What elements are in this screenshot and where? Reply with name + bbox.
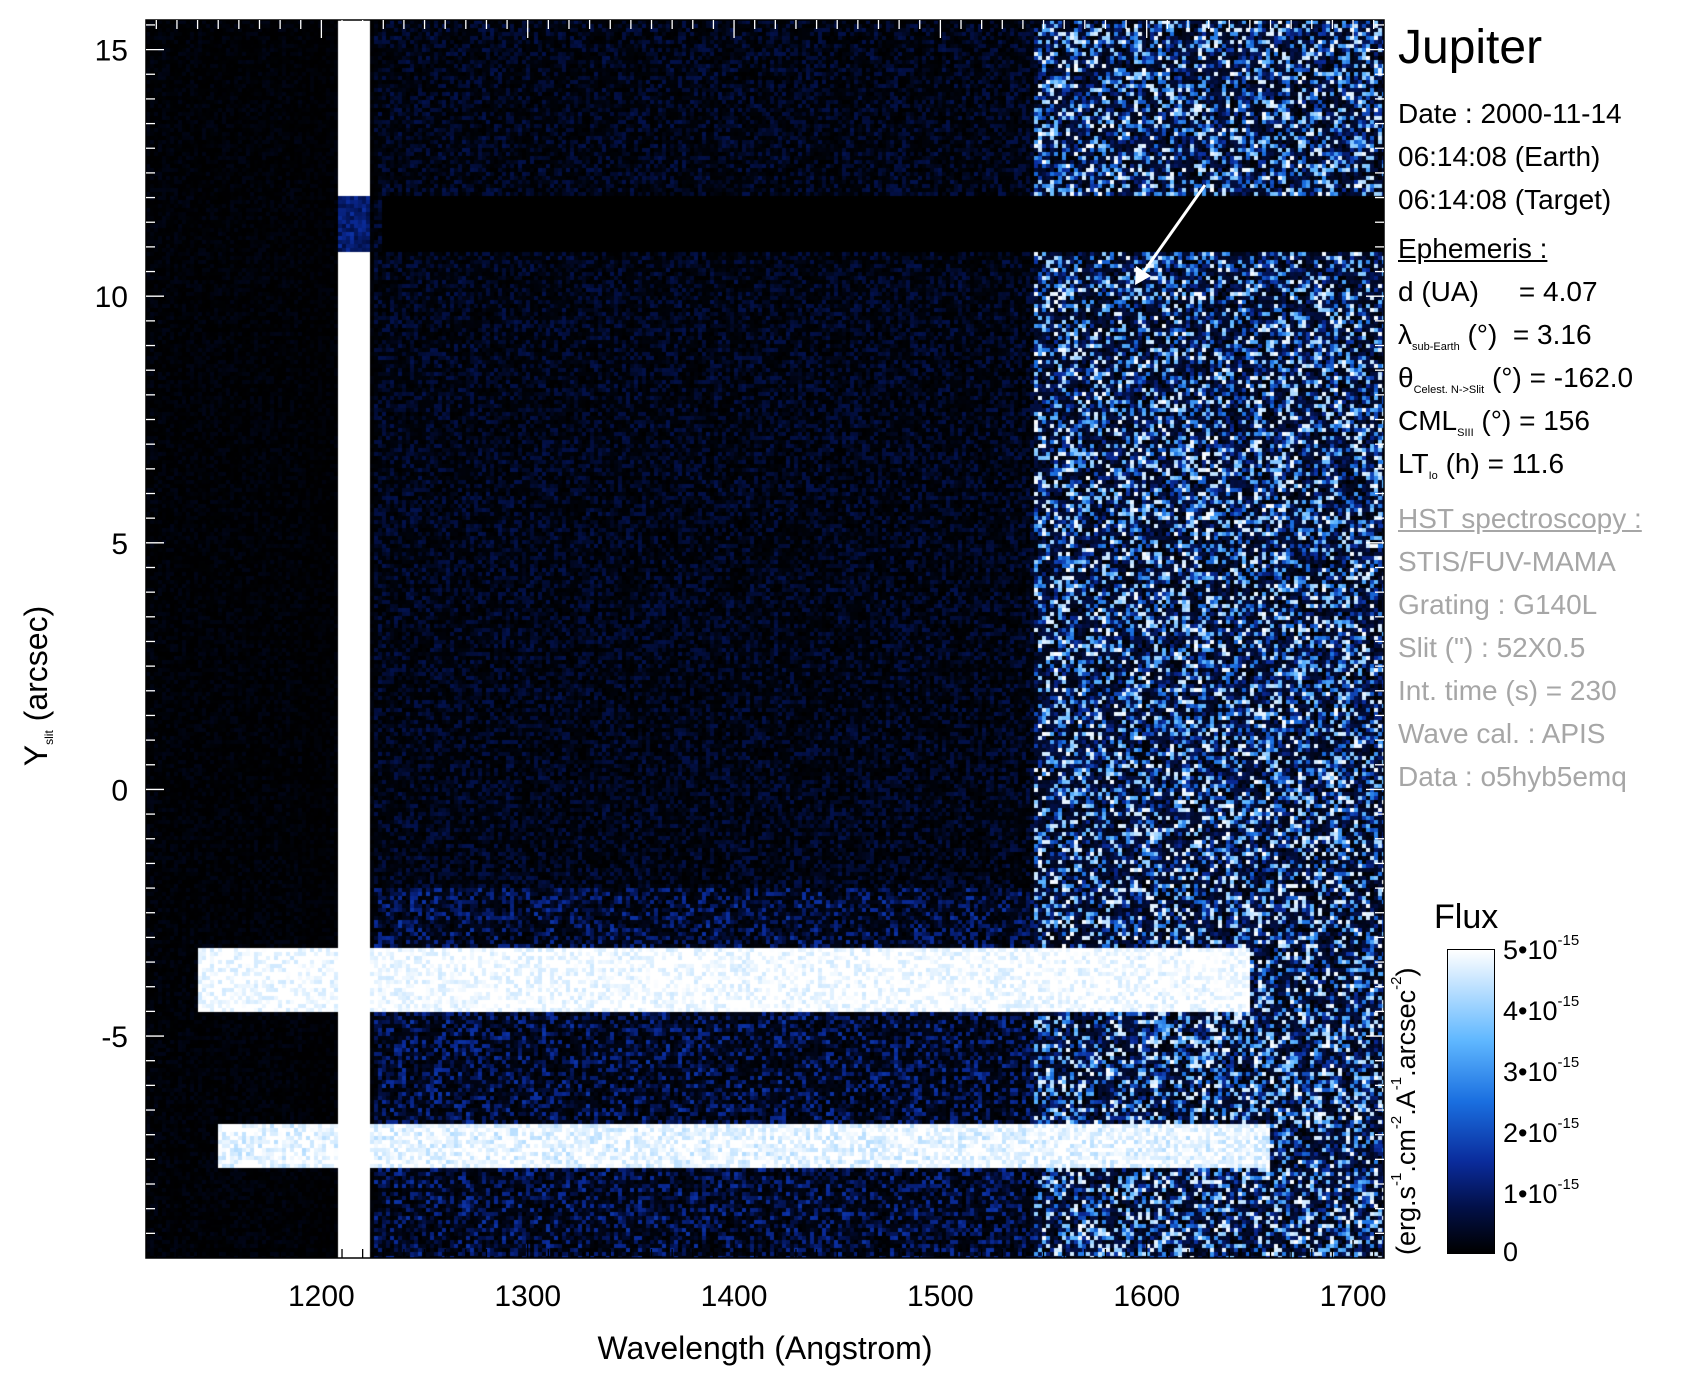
y-axis-label-sub: slit [42, 730, 56, 745]
grating-line: Grating : G140L [1398, 589, 1598, 620]
lambda-unit: (°) [1467, 319, 1498, 350]
lt-symbol: LT [1398, 448, 1429, 479]
cml-line: CMLSIII (°) = 156 [1398, 399, 1642, 442]
distance-line: d (UA) = 4.07 [1398, 270, 1642, 313]
ephemeris-heading-text: Ephemeris : [1398, 233, 1548, 264]
colorbar [1447, 949, 1495, 1254]
panel-title: Jupiter [1398, 21, 1543, 74]
unit-exp-cm: -2 [1388, 1115, 1405, 1130]
instrument-line: STIS/FUV-MAMA [1398, 546, 1616, 577]
y-tick-label: 5 [111, 528, 128, 561]
spectrogram-heatmap [146, 20, 1384, 1258]
unit-part-a: .A [1391, 1090, 1421, 1116]
y-axis-label-unit: (arcsec) [18, 606, 54, 722]
colorbar-tick-label: 4•10-15 [1503, 993, 1580, 1026]
colorbar-tick-label: 3•10-15 [1503, 1054, 1580, 1087]
colorbar-unit-label: (erg.s-1.cm-2.A-1.arcsec-2) [1388, 968, 1422, 1255]
x-tick-label: 1200 [288, 1280, 355, 1313]
theta-unit: (°) [1491, 362, 1522, 393]
cml-unit: (°) [1481, 405, 1512, 436]
cml-symbol: CML [1398, 405, 1458, 436]
hst-heading: HST spectroscopy : [1398, 497, 1642, 540]
colorbar-tick-label: 2•10-15 [1503, 1115, 1580, 1148]
distance-label: d (UA) [1398, 276, 1479, 307]
distance-value: = 4.07 [1518, 276, 1598, 307]
heatmap-canvas [146, 20, 1384, 1258]
colorbar-tick-label: 0 [1503, 1237, 1519, 1267]
lt-value: (h) = 11.6 [1445, 448, 1565, 479]
info-panel: Jupiter Date : 2000-11-14 06:14:08 (Eart… [1398, 20, 1642, 798]
unit-part-arcsec: .arcsec [1391, 989, 1421, 1077]
hst-heading-text: HST spectroscopy : [1398, 503, 1642, 534]
y-tick-label: 15 [95, 35, 128, 68]
svg-text:Yslit (arcsec): Yslit (arcsec) [18, 606, 56, 766]
unit-exp-a: -1 [1388, 1076, 1405, 1091]
colorbar-tick-label: 5•10-15 [1503, 932, 1580, 965]
x-tick-label: 1300 [494, 1280, 561, 1313]
lambda-symbol: λ [1398, 319, 1412, 350]
slit-line: Slit (") : 52X0.5 [1398, 632, 1586, 663]
int-time-line: Int. time (s) = 230 [1398, 675, 1617, 706]
unit-part-erg: (erg.s [1391, 1185, 1421, 1255]
lambda-value: = 3.16 [1512, 319, 1592, 350]
theta-value: = -162.0 [1529, 362, 1634, 393]
unit-exp-arcsec: -2 [1388, 976, 1405, 990]
unit-part-close: ) [1391, 967, 1421, 977]
theta-line: θCelest. N->Slit (°) = -162.0 [1398, 356, 1642, 399]
unit-exp-s: -1 [1388, 1172, 1405, 1186]
y-tick-label: -5 [101, 1021, 128, 1054]
cml-subscript: SIII [1457, 427, 1474, 439]
y-axis-label: Yslit (arcsec) [18, 606, 56, 766]
lambda-subscript: sub-Earth [1412, 341, 1460, 353]
theta-symbol: θ [1398, 362, 1414, 393]
data-id-line: Data : o5hyb5emq [1398, 761, 1627, 792]
x-tick-label: 1500 [907, 1280, 974, 1313]
time-target-line: 06:14:08 (Target) [1398, 184, 1612, 215]
time-earth-line: 06:14:08 (Earth) [1398, 141, 1601, 172]
lt-subscript: Io [1428, 470, 1438, 482]
lambda-line: λsub-Earth (°) = 3.16 [1398, 313, 1642, 356]
unit-part-cm: .cm [1391, 1129, 1421, 1173]
x-tick-label: 1700 [1320, 1280, 1387, 1313]
x-axis-label: Wavelength (Angstrom) [598, 1330, 933, 1366]
y-axis-label-main: Y [18, 745, 54, 766]
x-tick-label: 1400 [701, 1280, 768, 1313]
theta-subscript: Celest. N->Slit [1413, 384, 1485, 396]
colorbar-title: Flux [1434, 898, 1499, 936]
lt-line: LTIo (h) = 11.6 [1398, 442, 1642, 485]
y-tick-label: 0 [111, 774, 128, 807]
date-line: Date : 2000-11-14 [1398, 98, 1622, 129]
ephemeris-heading: Ephemeris : [1398, 227, 1642, 270]
x-tick-label: 1600 [1113, 1280, 1180, 1313]
y-tick-label: 10 [95, 281, 128, 314]
colorbar-tick-label: 1•10-15 [1503, 1176, 1580, 1209]
cml-value: = 156 [1519, 405, 1590, 436]
wave-cal-line: Wave cal. : APIS [1398, 718, 1606, 749]
